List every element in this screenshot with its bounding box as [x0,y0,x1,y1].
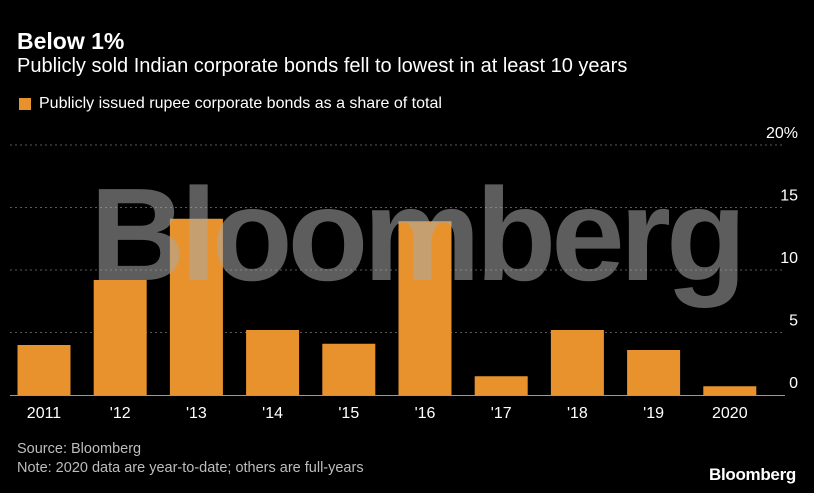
x-tick-label: '12 [110,405,131,422]
chart-subtitle: Publicly sold Indian corporate bonds fel… [17,55,628,77]
x-tick-label: '18 [567,405,588,422]
legend: Publicly issued rupee corporate bonds as… [19,93,442,115]
bar [246,330,300,395]
legend-label: Publicly issued rupee corporate bonds as… [39,95,442,112]
bloomberg-logo: Bloomberg [708,465,796,484]
bar [474,376,528,395]
x-tick-label: 2020 [712,405,748,422]
bar [93,280,147,395]
x-tick-label: '15 [338,405,359,422]
x-tick-label: '16 [415,405,436,422]
bar [703,386,757,395]
x-tick-label: '14 [262,405,283,422]
y-tick-label: 20% [766,125,798,142]
x-tick-label: '17 [491,405,512,422]
bar [322,343,376,395]
legend-swatch [19,98,31,110]
y-tick-label: 10 [780,250,798,267]
y-tick-label: 15 [780,188,798,205]
bar [398,221,452,395]
x-tick-label: '19 [643,405,664,422]
bar [17,345,71,395]
x-tick-label: 2011 [27,405,62,422]
y-tick-label: 5 [789,313,798,330]
bar [550,330,604,395]
chart-title: Below 1% [17,28,125,54]
bar [169,218,223,395]
bar [627,350,681,395]
y-tick-label: 0 [789,375,798,392]
x-tick-label: '13 [186,405,207,422]
source-note: Source: Bloomberg [17,441,142,457]
footnote: Note: 2020 data are year-to-date; others… [17,460,364,476]
